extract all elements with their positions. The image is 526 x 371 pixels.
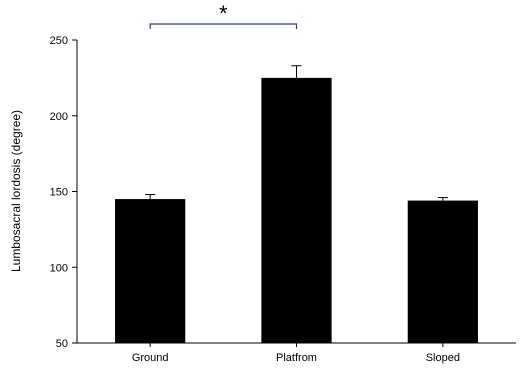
significance-annotation: * xyxy=(149,1,298,29)
bars xyxy=(115,77,478,343)
x-tick-label: Sloped xyxy=(426,352,460,364)
significance-bracket xyxy=(149,23,298,29)
y-tick-label: 250 xyxy=(50,35,68,47)
bar-platfrom xyxy=(261,77,332,343)
y-tick-label: 200 xyxy=(50,111,68,123)
y-axis: 50 100 150 200 250 xyxy=(50,35,78,350)
y-tick-label: 50 xyxy=(56,338,68,350)
significance-label: * xyxy=(219,1,228,26)
x-tick-label: Platfrom xyxy=(276,352,317,364)
bar-sloped xyxy=(407,200,478,343)
y-tick-label: 150 xyxy=(50,187,68,199)
y-tick-label: 100 xyxy=(50,262,68,274)
bar-ground xyxy=(115,199,186,343)
x-axis: Ground Platfrom Sloped xyxy=(77,342,516,364)
error-bars xyxy=(145,65,448,201)
x-tick-label: Ground xyxy=(132,352,169,364)
y-axis-title: Lumbosacral lordosis (degree) xyxy=(9,110,23,272)
